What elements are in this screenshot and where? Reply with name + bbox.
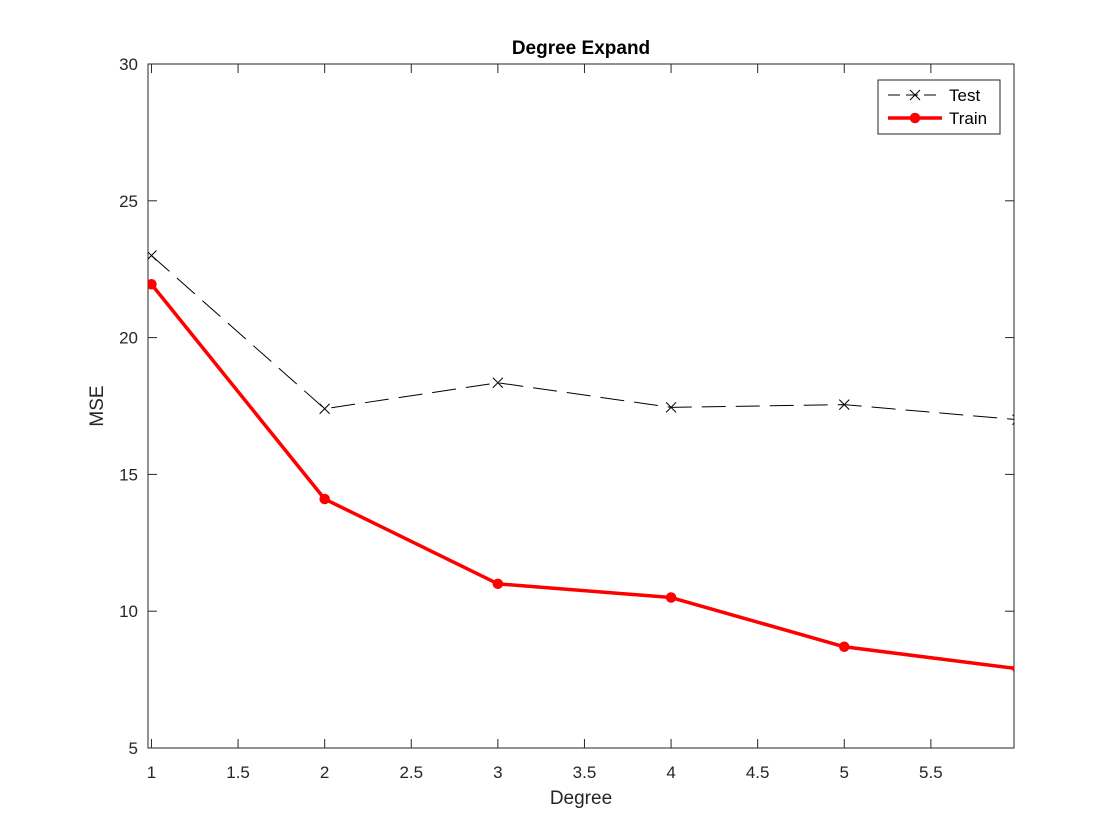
x-tick-label: 2.5 [399, 763, 423, 782]
x-tick-label: 5 [840, 763, 849, 782]
point-test [665, 402, 677, 413]
legend-entry-test: Test [888, 86, 980, 105]
x-tick-label: 3.5 [573, 763, 597, 782]
x-tick-label: 3 [493, 763, 502, 782]
chart-title: Degree Expand [512, 38, 650, 59]
point-test [148, 250, 157, 261]
series-line-test [151, 255, 1014, 420]
point-test [492, 377, 504, 389]
point-train [665, 592, 677, 603]
y-tick-label: 20 [119, 329, 138, 348]
plot-area [147, 63, 1015, 749]
legend: Test Train [877, 79, 1001, 135]
point-test [319, 403, 331, 415]
legend-label-train: Train [949, 109, 987, 128]
x-tick-label: 4.5 [746, 763, 770, 782]
y-axis-label: MSE [87, 385, 108, 426]
x-tick-label: 1.5 [226, 763, 250, 782]
point-test [838, 399, 850, 410]
legend-label-test: Test [949, 86, 980, 105]
legend-test-marker [909, 89, 921, 101]
x-tick-label: 1 [147, 763, 156, 782]
x-axis-ticks: 1 1.5 2 2.5 3 3.5 4 4.5 5 5.5 [147, 64, 943, 782]
y-axis-ticks: 5 10 15 20 25 30 [119, 55, 1014, 758]
marker-layer [148, 250, 1014, 673]
x-tick-label: 5.5 [919, 763, 943, 782]
point-train [319, 493, 330, 505]
x-tick-label: 2 [320, 763, 329, 782]
x-tick-label: 4 [666, 763, 675, 782]
series-layer [150, 255, 1014, 670]
legend-entry-train: Train [888, 109, 987, 128]
y-tick-label: 30 [119, 55, 138, 74]
series-line-train [150, 283, 1014, 670]
x-axis-label: Degree [550, 788, 612, 809]
point-train [492, 578, 504, 590]
point-train [839, 641, 850, 653]
legend-box [877, 79, 1001, 135]
y-tick-label: 5 [129, 739, 138, 758]
point-train [1012, 664, 1014, 673]
y-tick-label: 25 [119, 192, 138, 211]
y-tick-label: 10 [119, 602, 138, 621]
legend-train-marker [909, 112, 921, 124]
point-train [148, 278, 157, 290]
y-tick-label: 15 [119, 465, 138, 484]
